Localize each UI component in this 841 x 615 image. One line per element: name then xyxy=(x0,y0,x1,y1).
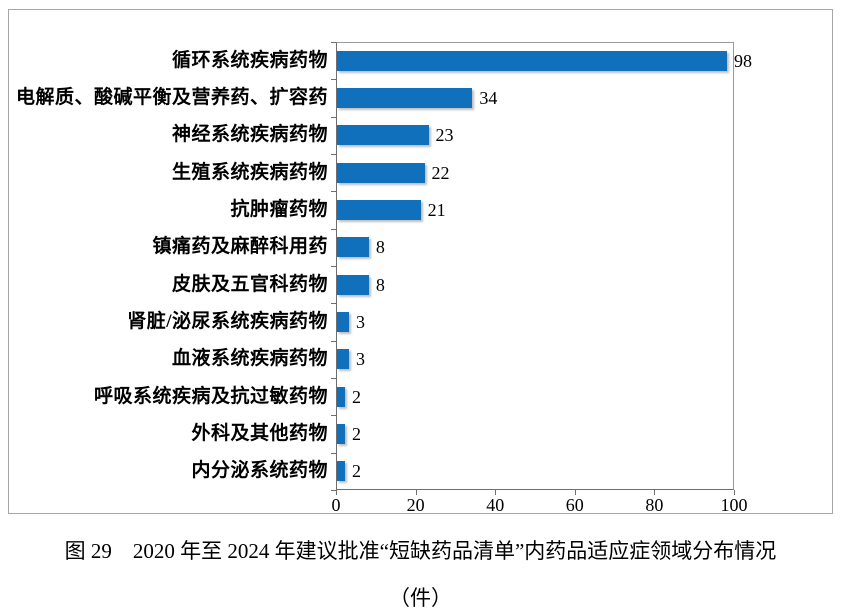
bar-chart: 循环系统疾病药物 98 电解质、酸碱平衡及营养药、扩容药 34 神经系统疾病药物 23 生殖… xyxy=(8,9,833,515)
category-axis-tick xyxy=(331,415,336,417)
x-axis-tick xyxy=(574,490,576,495)
category-label: 呼吸系统疾病及抗过敏药物 xyxy=(93,385,328,407)
bar xyxy=(337,461,345,482)
category-axis-tick xyxy=(331,378,336,379)
category-label: 抗肿瘤药物 xyxy=(230,199,328,220)
category-label: 内分泌系统药物 xyxy=(191,460,328,482)
bar xyxy=(337,50,728,71)
category-label: 血液系统疾病药物 xyxy=(171,348,328,370)
value-label: 8 xyxy=(375,274,385,295)
value-label: 2 xyxy=(351,386,361,407)
category-axis-tick xyxy=(331,79,336,81)
x-axis-tick-label: 0 xyxy=(331,495,341,515)
category-axis-tick xyxy=(331,452,336,454)
x-axis-tick xyxy=(654,490,656,495)
x-axis-tick-label: 40 xyxy=(486,495,505,515)
bar xyxy=(337,386,345,407)
x-axis-tick xyxy=(495,490,497,495)
category-axis-tick xyxy=(331,228,336,230)
bar xyxy=(337,274,369,295)
plot-area xyxy=(336,42,734,490)
category-axis-tick xyxy=(331,266,336,267)
category-axis-tick xyxy=(331,116,336,118)
value-label: 34 xyxy=(479,88,498,108)
bar xyxy=(337,125,429,146)
bar xyxy=(337,349,349,370)
category-label: 外科及其他药物 xyxy=(191,423,328,444)
category-axis-tick xyxy=(331,42,336,43)
x-axis-tick-label: 20 xyxy=(406,495,425,515)
caption-line2: （件） xyxy=(389,586,452,610)
x-axis-tick-label: 80 xyxy=(645,495,664,515)
bar xyxy=(337,162,425,183)
category-axis-tick xyxy=(331,191,336,193)
x-axis-tick-label: 60 xyxy=(565,495,584,515)
category-axis-tick xyxy=(331,303,336,305)
category-label: 循环系统疾病药物 xyxy=(171,49,328,71)
value-label: 22 xyxy=(431,162,450,183)
category-label: 电解质、酸碱平衡及营养药、扩容药 xyxy=(15,87,328,108)
category-label: 肾脏/泌尿系统疾病药物 xyxy=(127,311,328,332)
value-label: 2 xyxy=(351,461,361,482)
value-label: 2 xyxy=(351,424,361,444)
category-axis-tick xyxy=(331,154,336,155)
category-label: 皮肤及五官科药物 xyxy=(171,273,328,295)
category-label: 神经系统疾病药物 xyxy=(171,124,328,146)
value-label: 3 xyxy=(355,312,365,332)
category-axis-tick xyxy=(331,490,336,491)
caption-line1: 图 29 2020 年至 2024 年建议批准“短缺药品清单”内药品适应症领域分… xyxy=(64,539,777,563)
bar xyxy=(337,312,349,332)
value-label: 3 xyxy=(355,349,365,370)
x-axis-tick xyxy=(415,490,417,495)
figure-caption: 图 29 2020 年至 2024 年建议批准“短缺药品清单”内药品适应症领域分… xyxy=(0,538,841,612)
x-axis-tick-label: 100 xyxy=(720,495,748,515)
bar xyxy=(337,424,345,444)
x-axis-tick xyxy=(336,490,337,495)
bar xyxy=(337,200,421,220)
category-axis-tick xyxy=(331,340,336,342)
value-label: 21 xyxy=(427,200,446,220)
bar xyxy=(337,88,473,108)
bar xyxy=(337,237,369,258)
x-axis-tick xyxy=(734,490,735,495)
category-label: 生殖系统疾病药物 xyxy=(171,161,328,183)
value-label: 23 xyxy=(435,125,454,146)
category-label: 镇痛药及麻醉科用药 xyxy=(152,236,328,258)
value-label: 8 xyxy=(375,237,385,258)
value-label: 98 xyxy=(734,50,753,71)
